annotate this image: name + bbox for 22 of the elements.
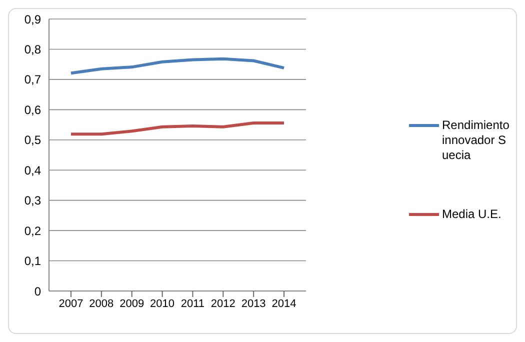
x-tick-label: 2010 (150, 298, 175, 310)
y-tick-label: 0,6 (24, 102, 42, 117)
y-tick-label: 0,9 (24, 12, 42, 26)
x-tick-label: 2014 (272, 298, 296, 310)
x-tick-label: 2007 (58, 298, 84, 310)
x-tick-label: 2013 (241, 298, 266, 310)
x-tick-label: 2011 (180, 298, 205, 310)
x-tick-label: 2012 (210, 298, 236, 310)
y-tick-label: 0,1 (24, 254, 42, 268)
line-series (70, 57, 286, 75)
line-series (70, 121, 286, 136)
y-tick-label: 0,3 (24, 194, 42, 208)
legend-label: Media U.E. (442, 207, 502, 222)
y-tick-label: 0,8 (24, 42, 42, 56)
x-tick-label: 2009 (120, 298, 144, 310)
y-tick-label: 0,4 (24, 163, 42, 178)
y-tick-label: 0,2 (24, 224, 42, 238)
y-tick-label: 0,7 (24, 72, 42, 87)
y-tick-label: 0,5 (24, 133, 42, 148)
x-tick-label: 2008 (89, 298, 114, 310)
y-tick-label: 0 (34, 284, 42, 298)
legend-label: Rendimiento innovador Suecia (442, 118, 510, 163)
